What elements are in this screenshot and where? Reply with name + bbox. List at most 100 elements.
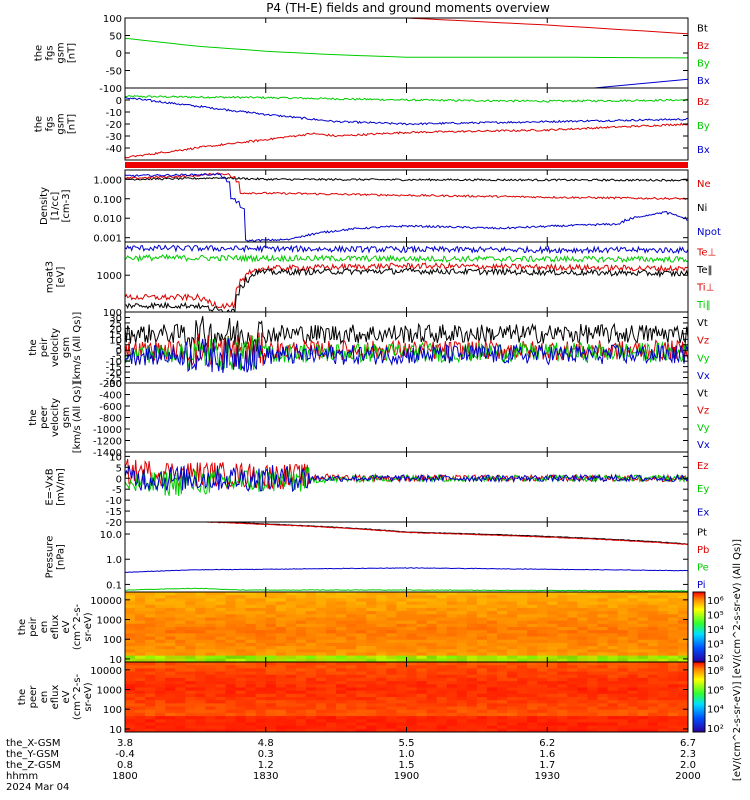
spectrogram-cell [537, 604, 548, 609]
spectrogram-cell [627, 668, 639, 673]
spectrogram-cell [567, 697, 579, 701]
spectrogram-cell [436, 681, 448, 685]
x-tick-value: 0.8 [117, 760, 133, 771]
spectrogram-cell [215, 652, 227, 657]
spectrogram-cell [466, 646, 478, 650]
spectrogram-cell [527, 722, 538, 727]
spectrogram-cell [165, 725, 176, 730]
spectrogram-cell [356, 722, 367, 727]
spectrogram-cell [145, 595, 156, 599]
spectrogram-cell [537, 611, 548, 615]
spectrogram-cell [456, 674, 468, 679]
spectrogram-cell [507, 646, 518, 650]
spectrogram-cell [486, 646, 498, 650]
y-axis-label: peer [39, 405, 50, 429]
spectrogram-cell [145, 601, 156, 606]
spectrogram-cell [507, 684, 518, 689]
spectrogram-cell [235, 604, 247, 609]
y-tick-label: 100 [103, 705, 122, 716]
spectrogram-cell [386, 703, 398, 708]
spectrogram-cell [185, 617, 196, 622]
spectrogram-cell [285, 607, 297, 612]
spectrogram-cell [386, 728, 398, 732]
spectrogram-cell [175, 636, 186, 641]
spectrogram-cell [657, 709, 669, 714]
legend-Bz: Bz [697, 97, 709, 108]
spectrogram-cell [336, 687, 347, 692]
spectrogram-cell [476, 722, 488, 727]
spectrogram-cell [255, 617, 267, 622]
spectrogram-cell [396, 671, 408, 676]
spectrogram-cell [245, 642, 257, 647]
spectrogram-cell [627, 697, 639, 701]
spectrogram-cell [165, 601, 176, 606]
spectrogram-cell [607, 719, 619, 724]
spectrogram-cell [537, 687, 548, 692]
spectrogram-cell [486, 684, 498, 689]
spectrogram-cell [466, 703, 478, 708]
spectrogram-cell [376, 607, 387, 612]
spectrogram-cell [316, 627, 327, 631]
spectrogram-cell [165, 639, 176, 644]
spectrogram-cell [486, 690, 498, 695]
spectrogram-cell [647, 662, 659, 666]
spectrogram-cell [265, 636, 277, 641]
spectrogram-cell [295, 611, 307, 615]
series-line-Ez [125, 458, 688, 490]
spectrogram-cell [476, 719, 488, 724]
spectrogram-cell [295, 658, 307, 662]
legend-Bt: Bt [697, 24, 708, 35]
spectrogram-peir_spec [125, 592, 688, 662]
panel-frame [124, 169, 689, 243]
spectrogram-cell [205, 703, 217, 708]
spectrogram-cell [547, 633, 558, 638]
spectrogram-cell [336, 658, 347, 662]
spectrogram-cell [446, 614, 458, 619]
spectrogram-cell [507, 681, 518, 685]
spectrogram-cell [195, 639, 207, 644]
spectrogram-cell [527, 627, 538, 631]
spectrogram-cell [486, 703, 498, 708]
spectrogram-cell [567, 639, 579, 644]
spectrogram-cell [587, 677, 599, 682]
spectrogram-cell [125, 617, 136, 622]
spectrogram-cell [366, 728, 377, 732]
spectrogram-cell [125, 712, 136, 717]
spectrogram-cell [165, 646, 176, 650]
spectrogram-cell [486, 697, 498, 701]
spectrogram-cell [587, 617, 599, 622]
spectrogram-cell [446, 607, 458, 612]
spectrogram-cell [667, 598, 679, 603]
spectrogram-cell [215, 716, 227, 720]
spectrogram-cell [476, 617, 488, 622]
spectrogram-cell [125, 614, 136, 619]
spectrogram-cell [326, 633, 337, 638]
spectrogram-cell [597, 687, 609, 692]
spectrogram-cell [597, 607, 609, 612]
spectrogram-cell [507, 671, 518, 676]
spectrogram-cell [305, 592, 317, 596]
spectrogram-cell [366, 712, 377, 717]
spectrogram-cell [185, 639, 196, 644]
spectrogram-cell [557, 630, 568, 634]
spectrogram-cell [215, 674, 227, 679]
spectrogram-cell [235, 681, 247, 685]
spectrogram-cell [215, 712, 227, 717]
spectrogram-cell [406, 725, 418, 730]
spectrogram-cell [507, 712, 518, 717]
spectrogram-cell [607, 592, 619, 596]
spectrogram-cell [577, 595, 589, 599]
spectrogram-cell [376, 658, 387, 662]
spectrogram-cell [235, 671, 247, 676]
spectrogram-cell [265, 671, 277, 676]
spectrogram-cell [285, 684, 297, 689]
spectrogram-cell [577, 627, 589, 631]
spectrogram-cell [657, 646, 669, 650]
spectrogram-cell [145, 617, 156, 622]
spectrogram-cell [406, 690, 418, 695]
spectrogram-cell [577, 674, 589, 679]
xrow-values: 3.8 4.8 5.5 6.2 6.7-0.4 0.3 1.0 1.6 2.30.8 1.2 1.5… [112, 738, 700, 782]
spectrogram-cell [667, 712, 679, 717]
spectrogram-cell [567, 642, 579, 647]
spectrogram-cell [627, 719, 639, 724]
